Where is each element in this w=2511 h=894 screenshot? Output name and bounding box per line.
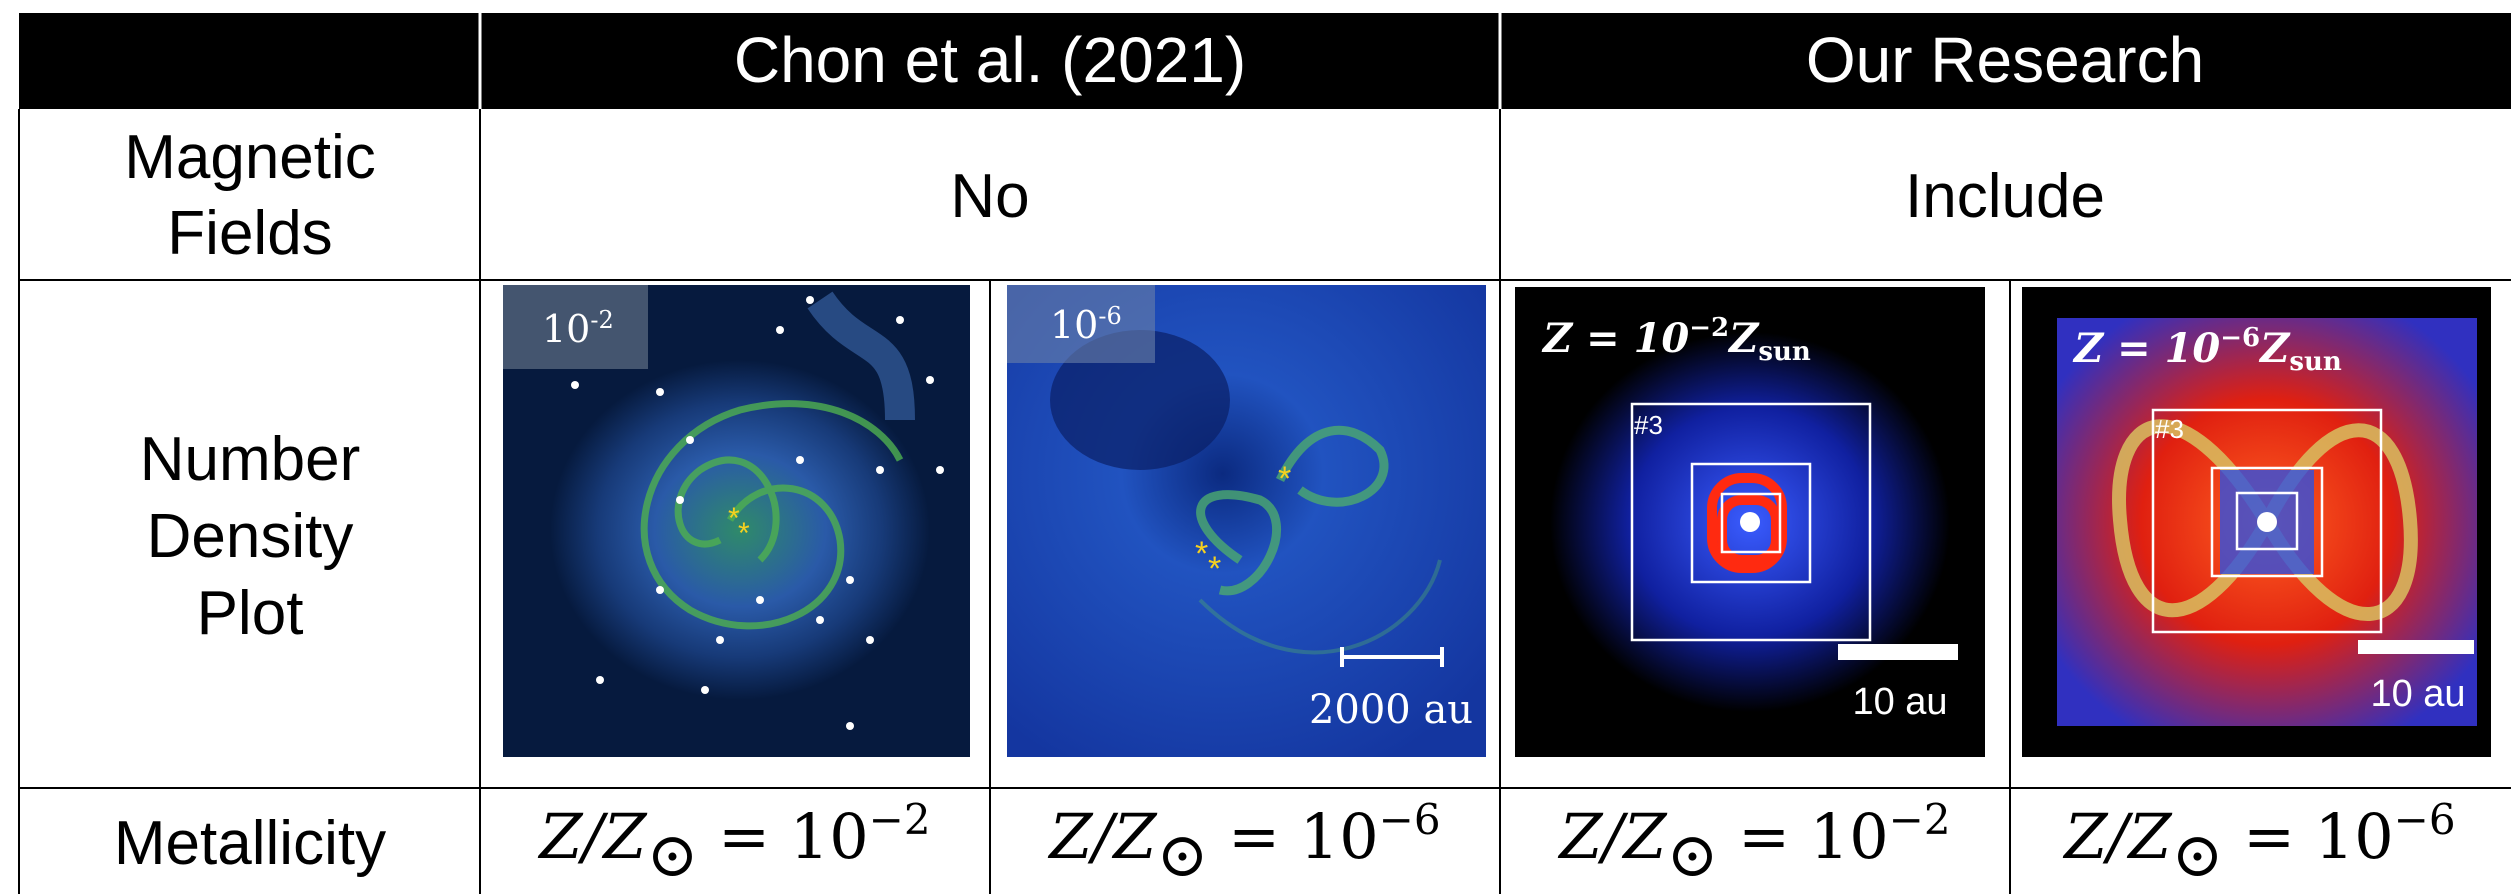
header-cell: Our Research: [1806, 24, 2204, 96]
density-image: * * * 10-6 2000 au: [1007, 285, 1486, 757]
cell-text: Include: [1905, 162, 2105, 231]
row-label: Magnetic: [124, 123, 376, 192]
svg-text:*: *: [1208, 550, 1221, 588]
panel-title: Z = 10−6Zsun: [2072, 323, 2342, 377]
header-cell: Chon et al. (2021): [734, 24, 1246, 96]
scale-label: 2000 au: [1309, 687, 1473, 733]
panel-title: Z = 10−2Zsun: [1541, 313, 1811, 367]
density-image: #3 Z = 10−6Zsun 10 au: [2022, 287, 2491, 757]
scale-label: 10 au: [1852, 681, 1947, 723]
box-label: #3: [1634, 410, 1663, 440]
panel-tag: 10-6: [1050, 302, 1122, 347]
formula: Z/Z⊙ = 10−6: [2062, 795, 2455, 891]
row-label: Plot: [197, 579, 304, 648]
row-label: Metallicity: [114, 809, 386, 878]
svg-text:*: *: [728, 502, 740, 535]
formula: Z/Z⊙ = 10−2: [537, 795, 930, 891]
row-label: Fields: [167, 199, 332, 268]
density-image: #3 Z = 10−2Zsun 10 au: [1515, 287, 1985, 757]
formula: Z/Z⊙ = 10−2: [1557, 795, 1950, 891]
row-label: Number: [140, 425, 361, 494]
header-bar: [19, 13, 2511, 109]
formula: Z/Z⊙ = 10−6: [1047, 795, 1440, 891]
panel-tag: 10-2: [542, 306, 614, 351]
table-grid: [18, 109, 2511, 894]
scale-label: 10 au: [2370, 673, 2465, 715]
svg-text:*: *: [1195, 535, 1208, 573]
row-label: Density: [147, 502, 354, 571]
density-image: * * 10-2: [503, 285, 970, 757]
cell-text: No: [950, 162, 1029, 231]
box-label: #3: [2155, 414, 2184, 444]
svg-text:*: *: [738, 517, 750, 550]
svg-text:*: *: [1278, 460, 1291, 498]
